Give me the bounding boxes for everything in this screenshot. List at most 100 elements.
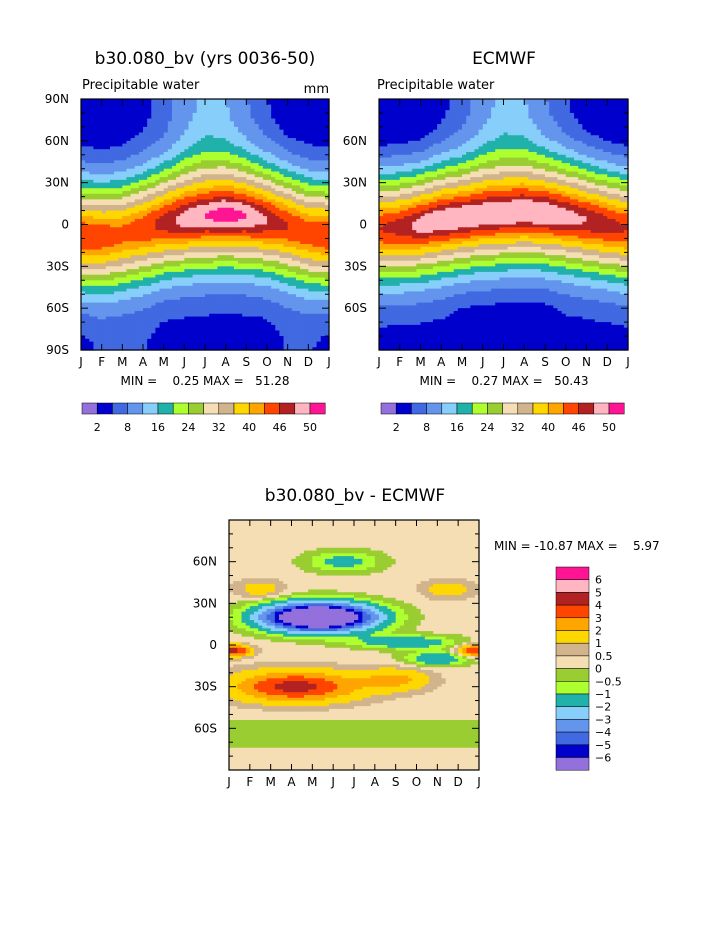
model-field-cell xyxy=(295,218,301,223)
model-field-cell xyxy=(105,182,111,187)
model-field-cell xyxy=(101,154,107,159)
model-field-cell xyxy=(287,291,293,295)
model-field-cell xyxy=(81,316,86,320)
model-field-cell xyxy=(167,244,173,248)
model-field-cell xyxy=(97,299,103,304)
model-field-cell xyxy=(287,160,293,164)
model-field-cell xyxy=(225,297,231,301)
model-field-cell xyxy=(138,146,144,150)
model-field-cell xyxy=(188,257,194,262)
model-field-cell xyxy=(114,110,119,114)
model-field-cell xyxy=(229,157,235,161)
model-field-cell xyxy=(254,213,260,217)
model-field-cell xyxy=(283,115,289,120)
model-field-cell xyxy=(271,213,276,217)
model-field-cell xyxy=(217,257,223,262)
model-field-cell xyxy=(163,218,169,223)
model-field-cell xyxy=(122,227,128,231)
model-field-cell xyxy=(229,241,235,245)
model-field-cell xyxy=(225,308,231,312)
model-field-cell xyxy=(258,149,264,153)
model-field-cell xyxy=(250,260,256,265)
model-field-cell xyxy=(109,151,115,156)
model-field-cell xyxy=(291,249,297,253)
model-field-cell xyxy=(126,324,132,329)
model-field-cell xyxy=(287,168,293,173)
model-field-cell xyxy=(291,308,297,312)
model-field-cell xyxy=(180,238,185,242)
model-field-cell xyxy=(105,255,111,259)
model-field-cell xyxy=(217,168,223,173)
model-field-cell xyxy=(262,269,268,273)
model-field-cell xyxy=(221,238,227,242)
model-field-cell xyxy=(118,185,123,189)
model-field-cell xyxy=(188,232,194,237)
model-field-cell xyxy=(209,210,214,214)
model-field-cell xyxy=(242,149,247,153)
model-field-cell xyxy=(171,221,177,226)
model-field-cell xyxy=(118,302,123,306)
model-field-cell xyxy=(308,216,314,220)
model-field-cell xyxy=(213,129,218,134)
model-field-cell xyxy=(275,244,280,248)
model-field-cell xyxy=(291,143,297,148)
model-field-cell xyxy=(109,241,115,245)
model-field-cell xyxy=(258,185,264,189)
model-field-cell xyxy=(114,138,119,142)
model-field-cell xyxy=(130,110,136,114)
model-field-cell xyxy=(258,238,264,242)
model-field-cell xyxy=(205,121,210,125)
model-field-cell xyxy=(221,112,227,117)
model-field-cell xyxy=(205,244,210,248)
model-field-cell xyxy=(291,165,297,170)
model-field-cell xyxy=(250,210,256,214)
model-field-cell xyxy=(300,171,305,175)
model-field-cell xyxy=(308,202,314,206)
model-field-cell xyxy=(122,163,128,167)
model-field-cell xyxy=(213,204,218,209)
model-field-cell xyxy=(287,99,293,103)
model-field-cell xyxy=(221,257,227,262)
model-field-cell xyxy=(176,266,181,270)
model-field-cell xyxy=(246,168,252,173)
model-field-cell xyxy=(320,308,326,312)
model-field-cell xyxy=(97,107,103,111)
model-field-cell xyxy=(229,202,235,206)
model-field-cell xyxy=(97,129,103,134)
model-field-cell xyxy=(258,319,264,323)
model-field-cell xyxy=(213,202,218,206)
model-field-cell xyxy=(147,129,152,134)
model-field-cell xyxy=(316,185,322,189)
model-field-cell xyxy=(221,277,227,281)
model-field-cell xyxy=(291,196,297,200)
model-field-cell xyxy=(126,244,132,248)
model-field-cell xyxy=(118,291,123,295)
model-field-cell xyxy=(138,246,144,251)
model-field-cell xyxy=(205,246,210,251)
model-field-cell xyxy=(308,249,314,253)
model-field-cell xyxy=(81,204,86,209)
model-field-cell xyxy=(176,319,181,323)
model-field-cell xyxy=(242,294,247,298)
model-field-cell xyxy=(192,160,198,164)
model-field-cell xyxy=(312,288,318,293)
model-field-cell xyxy=(275,235,280,240)
model-field-cell xyxy=(118,230,123,234)
model-field-cell xyxy=(81,283,86,287)
model-field-cell xyxy=(267,118,272,122)
model-field-cell xyxy=(275,101,280,106)
model-field-cell xyxy=(225,124,231,128)
model-field-cell xyxy=(159,227,165,231)
model-field-cell xyxy=(246,101,252,106)
model-field-cell xyxy=(105,271,111,276)
model-field-cell xyxy=(89,213,94,217)
model-field-cell xyxy=(295,235,301,240)
model-field-cell xyxy=(176,230,181,234)
model-field-cell xyxy=(184,165,190,170)
model-field-cell xyxy=(291,322,297,326)
model-field-cell xyxy=(316,216,322,220)
model-field-cell xyxy=(262,288,268,293)
model-field-cell xyxy=(279,110,285,114)
model-field-cell xyxy=(291,277,297,281)
model-field-cell xyxy=(287,118,293,122)
